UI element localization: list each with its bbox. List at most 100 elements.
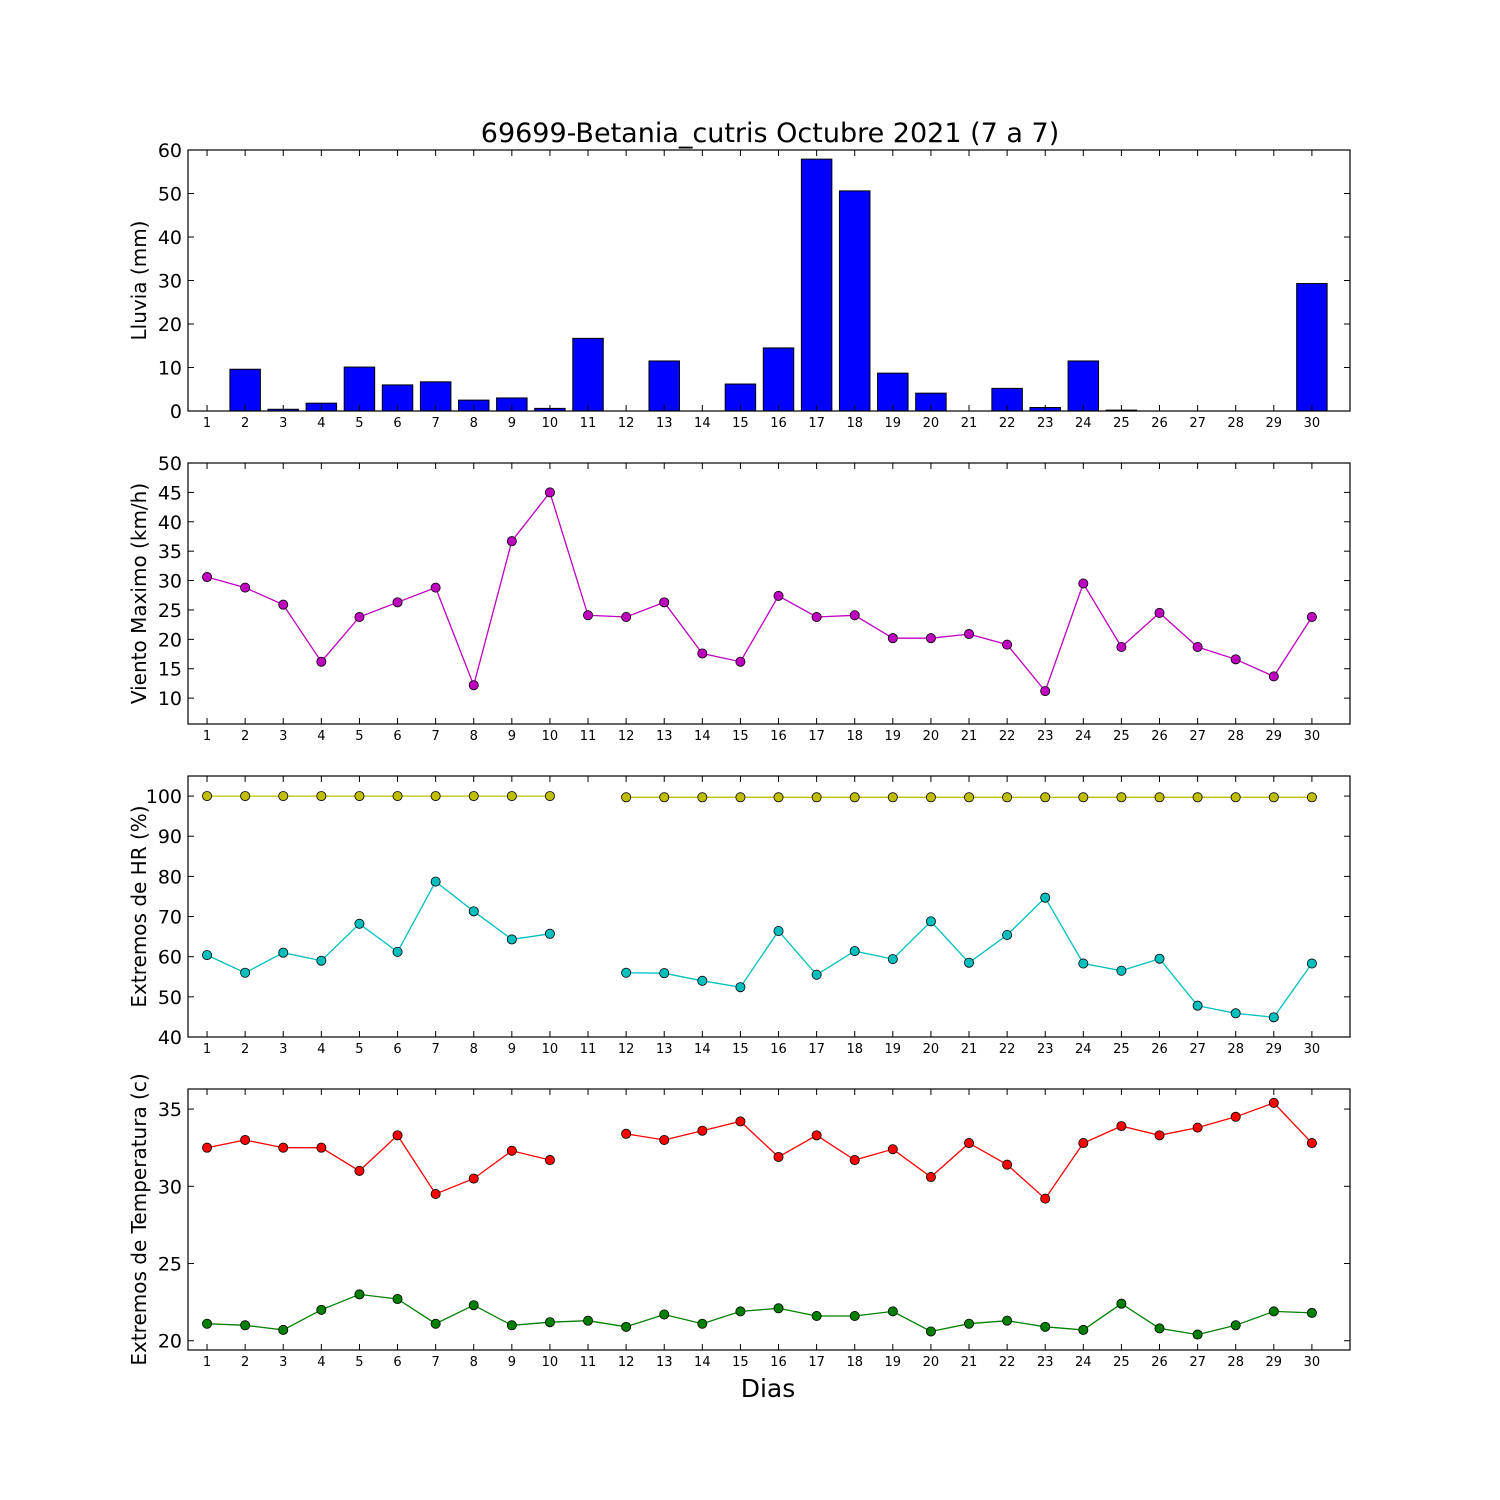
temperature-series-2-point [811,1311,822,1322]
wind-ytick-label: 45 [158,482,182,504]
humidity-series-1-point [659,792,670,803]
wind-series-1-line [206,491,1313,693]
humidity-xtick-label: 12 [618,1042,635,1057]
rain-xtick-label: 12 [618,416,635,431]
temperature-xtick-label: 21 [961,1355,978,1370]
humidity-axes-frame [187,775,1351,1038]
wind-xtick-label: 30 [1304,729,1321,744]
humidity-series-2-point [506,934,517,945]
rain-xtick-label: 14 [694,416,711,431]
humidity-xtick-label: 19 [885,1042,902,1057]
humidity-xtick-label: 6 [393,1042,401,1057]
wind-ytick-label: 30 [158,571,182,593]
temperature-ytick-label: 25 [158,1254,182,1276]
humidity-xtick-label: 5 [355,1042,363,1057]
rain-xtick-label: 19 [885,416,902,431]
wind-series-1-point [240,582,251,593]
temperature-xtick-label: 2 [241,1355,249,1370]
humidity-series-2-point [468,906,479,917]
temperature-series-1-point [240,1134,251,1145]
humidity-plot-area [188,776,1350,1037]
temperature-xtick-label: 27 [1189,1355,1206,1370]
humidity-series-2-point [430,876,441,887]
rain-ytick-label: 40 [158,227,182,249]
wind-xtick-label: 2 [241,729,249,744]
humidity-xtick-label: 11 [580,1042,597,1057]
wind-ytick-label: 35 [158,541,182,563]
humidity-series-1-point [544,791,555,802]
humidity-series-1-point [316,791,327,802]
temperature-series-1-point [1002,1159,1013,1170]
wind-series-1-point [964,629,975,640]
wind-xtick-label: 22 [999,729,1016,744]
rain-bar [648,360,680,412]
humidity-xtick-label: 3 [279,1042,287,1057]
temperature-series-2-point [735,1306,746,1317]
humidity-xtick-label: 4 [317,1042,325,1057]
temperature-xtick-label: 8 [470,1355,478,1370]
humidity-xtick-label: 7 [431,1042,439,1057]
rain-ytick-label: 30 [158,271,182,293]
rain-xtick-label: 27 [1189,416,1206,431]
rain-xtick-label: 16 [770,416,787,431]
wind-series-1-point [1154,607,1165,618]
temperature-series-1-point [316,1142,327,1153]
wind-series-1-point [583,610,594,621]
temperature-xtick-label: 12 [618,1355,635,1370]
wind-series-1-point [354,612,365,623]
humidity-series-1-point [735,792,746,803]
temperature-series-2-point [925,1326,936,1337]
humidity-series-2-point [925,916,936,927]
wind-series-1-point [1078,578,1089,589]
rain-bar [572,337,604,412]
humidity-series-1-point [1230,792,1241,803]
humidity-series-2-point [659,968,670,979]
humidity-xtick-label: 10 [542,1042,559,1057]
temperature-ytick-label: 35 [158,1099,182,1121]
temperature-series-2-point [697,1318,708,1329]
temperature-xtick-label: 14 [694,1355,711,1370]
humidity-series-2-point [887,954,898,965]
humidity-series-1-point [468,791,479,802]
temperature-series-2-point [659,1309,670,1320]
temperature-series-2-point [506,1320,517,1331]
temperature-xtick-label: 4 [317,1355,325,1370]
temperature-xtick-label: 6 [393,1355,401,1370]
rain-ytick-label: 0 [170,401,182,423]
humidity-series-2-point [1306,958,1317,969]
humidity-xtick-label: 28 [1227,1042,1244,1057]
temperature-series-2-point [1192,1329,1203,1340]
humidity-series-2-point [697,975,708,986]
humidity-xtick-label: 23 [1037,1042,1054,1057]
wind-ytick-label: 15 [158,659,182,681]
wind-xtick-label: 7 [431,729,439,744]
temperature-series-1-point [544,1155,555,1166]
humidity-series-2-point [621,967,632,978]
wind-series-1-point [849,610,860,621]
temperature-series-1-point [1192,1122,1203,1133]
temperature-xtick-label: 28 [1227,1355,1244,1370]
wind-series-1-point [1268,671,1279,682]
humidity-xtick-label: 29 [1266,1042,1283,1057]
humidity-series-2-point [964,957,975,968]
temperature-ytick-label: 20 [158,1331,182,1353]
rain-xtick-label: 5 [355,416,363,431]
humidity-xtick-label: 8 [470,1042,478,1057]
humidity-series-2-point [1078,958,1089,969]
rain-ytick-label: 50 [158,184,182,206]
rain-bar [838,190,871,412]
rain-xtick-label: 11 [580,416,597,431]
temperature-series-2-point [278,1324,289,1335]
temperature-series-1-point [1230,1111,1241,1122]
humidity-xtick-label: 16 [770,1042,787,1057]
temperature-ytick-label: 30 [158,1176,182,1198]
wind-series-1-point [1116,641,1127,652]
wind-series-1-point [468,680,479,691]
humidity-series-2-point [735,982,746,993]
humidity-xtick-label: 22 [999,1042,1016,1057]
humidity-series-2-point [773,925,784,936]
humidity-series-2-point [278,947,289,958]
